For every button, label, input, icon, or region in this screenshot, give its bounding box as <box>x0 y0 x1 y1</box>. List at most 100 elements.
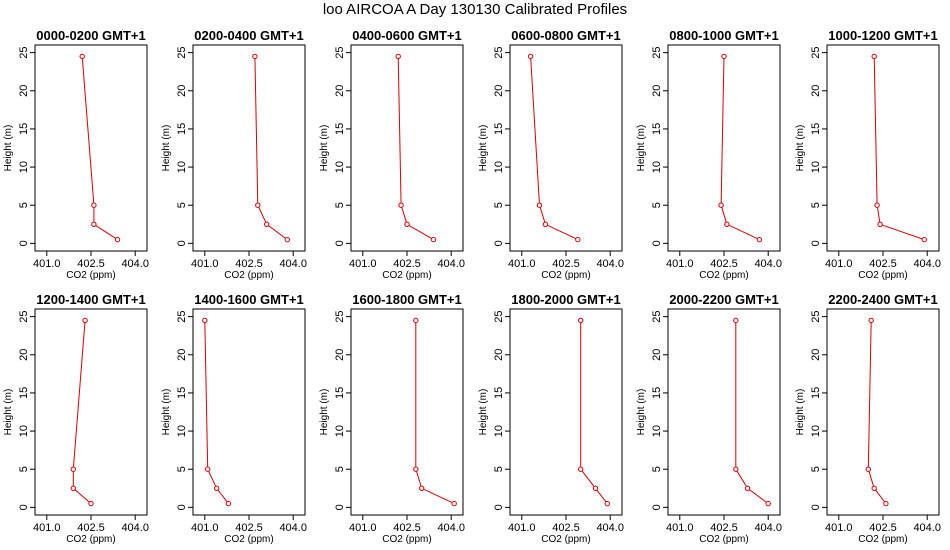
y-tick-label: 25 <box>176 47 188 59</box>
x-tick-label: 402.5 <box>869 258 897 270</box>
x-tick-label: 404.0 <box>437 522 465 534</box>
data-point <box>871 53 877 60</box>
y-axis-label: Height (m) <box>636 389 647 436</box>
data-point <box>592 485 599 491</box>
x-axis-label: CO2 (ppm) <box>541 534 590 545</box>
data-point <box>284 236 290 243</box>
y-tick-label: 5 <box>176 466 188 472</box>
data-point <box>430 236 437 243</box>
x-axis-label: CO2 (ppm) <box>66 534 115 545</box>
x-axis-label: CO2 (ppm) <box>224 534 273 545</box>
y-tick-label: 20 <box>176 85 188 97</box>
profile-line <box>530 56 579 241</box>
y-tick-label: 25 <box>651 311 663 323</box>
x-tick-label: 402.5 <box>869 522 897 534</box>
profile-line <box>415 320 455 505</box>
data-point <box>255 202 261 208</box>
data-point <box>724 221 730 228</box>
profile-line <box>873 56 925 241</box>
y-tick-label: 25 <box>493 47 505 59</box>
x-tick-label: 404.0 <box>437 258 465 270</box>
panel-title: 0200-0400 GMT+1 <box>194 28 303 43</box>
x-tick-label: 401.0 <box>825 522 853 534</box>
data-point <box>413 466 419 472</box>
x-axis-label: CO2 (ppm) <box>858 534 907 545</box>
x-tick-label: 402.5 <box>710 522 738 534</box>
y-tick-label: 5 <box>334 466 346 472</box>
y-axis-label: Height (m) <box>319 125 330 172</box>
x-tick-label: 404.0 <box>279 522 307 534</box>
panel-title: 2000-2200 GMT+1 <box>669 292 778 307</box>
x-tick-label: 402.5 <box>393 522 421 534</box>
plot-frame <box>826 44 940 252</box>
y-axis-label: Height (m) <box>636 125 647 172</box>
y-tick-label: 0 <box>334 504 346 510</box>
profile-line <box>867 320 887 504</box>
y-tick-label: 15 <box>18 123 30 135</box>
x-axis-label: CO2 (ppm) <box>699 534 748 545</box>
y-tick-label: 25 <box>493 311 505 323</box>
y-tick-label: 5 <box>651 466 663 472</box>
x-tick-label: 401.0 <box>349 258 377 270</box>
data-point <box>883 500 889 507</box>
x-tick-label: 404.0 <box>754 522 782 534</box>
panel-title: 0000-0200 GMT+1 <box>36 28 145 43</box>
x-tick-label: 404.0 <box>596 522 624 534</box>
y-tick-label: 25 <box>18 47 30 59</box>
y-tick-label: 10 <box>18 425 30 437</box>
profile-line <box>72 320 92 504</box>
panel-8: 1400-1600 GMT+1 401.0 402.5 404.0 CO2 (ppm) 0… <box>161 292 307 545</box>
y-tick-label: 20 <box>493 85 505 97</box>
data-point <box>744 485 751 491</box>
data-point <box>451 500 457 507</box>
data-point <box>721 53 727 60</box>
x-tick-label: 402.5 <box>235 522 263 534</box>
panel-title: 1200-1400 GMT+1 <box>36 292 145 307</box>
x-tick-label: 404.0 <box>596 258 624 270</box>
y-tick-label: 15 <box>810 387 822 399</box>
y-tick-label: 15 <box>334 387 346 399</box>
y-axis-label: Height (m) <box>478 125 489 172</box>
y-tick-label: 25 <box>18 311 30 323</box>
profile-line <box>397 56 434 241</box>
y-tick-label: 10 <box>334 161 346 173</box>
y-tick-label: 20 <box>18 349 30 361</box>
y-tick-label: 25 <box>176 311 188 323</box>
data-point <box>756 236 763 243</box>
x-tick-label: 401.0 <box>508 522 536 534</box>
plot-frame <box>350 44 464 252</box>
y-axis-label: Height (m) <box>3 389 14 436</box>
data-point <box>413 317 419 324</box>
panel-5: 0800-1000 GMT+1 401.0 402.5 404.0 CO2 (ppm) 0… <box>636 28 782 281</box>
plot-frame <box>34 308 148 516</box>
y-tick-label: 0 <box>493 240 505 246</box>
x-tick-label: 401.0 <box>349 522 377 534</box>
y-tick-label: 20 <box>651 349 663 361</box>
data-point <box>398 202 404 208</box>
plot-frame <box>34 44 148 252</box>
profile-line <box>580 320 608 504</box>
y-tick-label: 5 <box>493 202 505 208</box>
panel-title: 1000-1200 GMT+1 <box>828 28 937 43</box>
x-tick-label: 401.0 <box>666 258 694 270</box>
data-point <box>404 221 410 228</box>
y-tick-label: 15 <box>334 123 346 135</box>
x-axis-label: CO2 (ppm) <box>382 270 431 281</box>
y-tick-label: 15 <box>651 123 663 135</box>
data-point <box>70 466 77 472</box>
data-point <box>733 317 739 324</box>
x-tick-label: 401.0 <box>508 258 536 270</box>
x-tick-label: 404.0 <box>913 258 941 270</box>
y-tick-label: 10 <box>176 425 188 437</box>
data-point <box>527 53 534 60</box>
y-tick-label: 25 <box>334 311 346 323</box>
x-tick-label: 404.0 <box>913 522 941 534</box>
data-point <box>395 53 401 60</box>
plot-frame <box>509 308 623 516</box>
y-tick-label: 5 <box>810 202 822 208</box>
panel-10: 1800-2000 GMT+1 401.0 402.5 404.0 CO2 (ppm) 0… <box>478 292 624 545</box>
x-tick-label: 401.0 <box>825 258 853 270</box>
x-tick-label: 401.0 <box>666 522 694 534</box>
x-tick-label: 402.5 <box>552 258 580 270</box>
data-point <box>578 466 584 472</box>
